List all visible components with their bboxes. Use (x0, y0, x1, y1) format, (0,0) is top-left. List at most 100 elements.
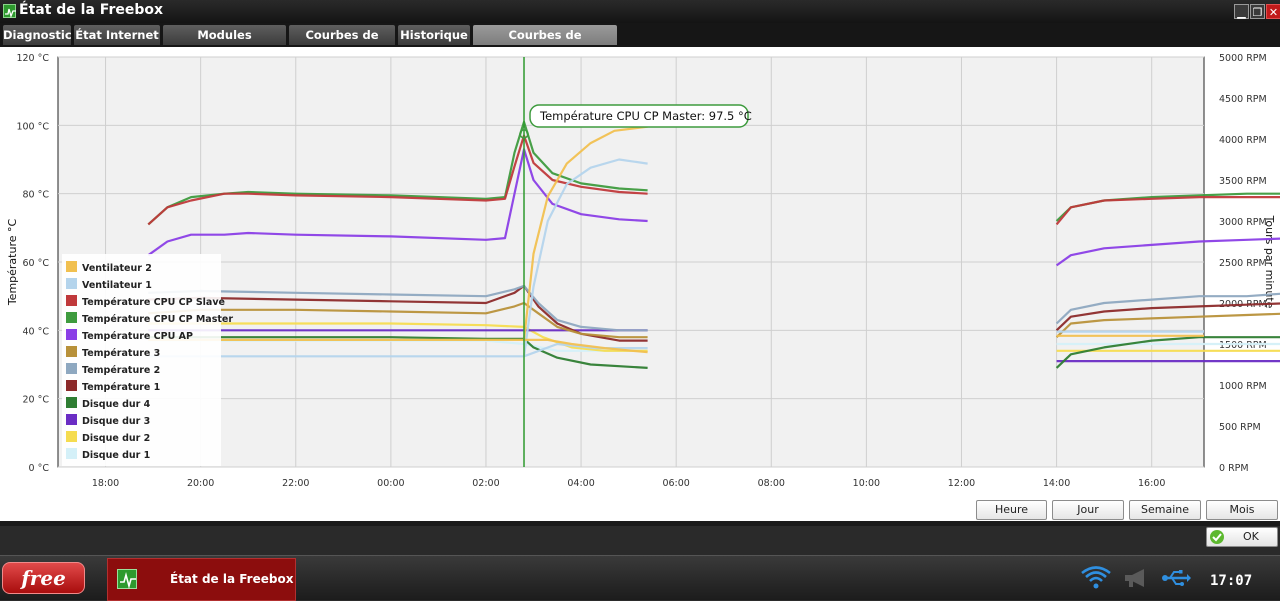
x-tick-label: 16:00 (1138, 478, 1165, 489)
y2-tick-label: 2500 RPM (1219, 258, 1267, 269)
tab-courbes-temperature[interactable]: Courbes de température (473, 25, 617, 62)
y2-tick-label: 4500 RPM (1219, 94, 1267, 105)
legend-swatch (66, 312, 77, 323)
legend-label: Disque dur 2 (82, 433, 150, 444)
x-tick-label: 02:00 (472, 478, 499, 489)
series-line (148, 158, 648, 358)
series-line (1055, 292, 1280, 325)
legend-label: Disque dur 4 (82, 399, 151, 410)
range-jour-button[interactable]: Jour (1052, 500, 1124, 520)
y-tick-label: 60 °C (23, 258, 50, 269)
tab-diagnostic[interactable]: Diagnostic (3, 25, 72, 45)
separator (0, 521, 1280, 526)
series-line (1055, 336, 1280, 369)
window-title: État de la Freebox (19, 2, 164, 18)
series-line (147, 148, 648, 257)
legend-label: Disque dur 1 (82, 450, 150, 461)
tooltip-text: Température CPU CP Master: 97.5 °C (539, 109, 752, 123)
y2-tick-label: 3000 RPM (1219, 217, 1267, 228)
x-tick-label: 08:00 (758, 478, 785, 489)
series-line (1055, 312, 1280, 338)
button-bar (0, 526, 1280, 555)
legend-label: Température CPU CP Slave (82, 297, 225, 308)
tab-etat-internet[interactable]: État Internet (74, 25, 160, 45)
y-axis-title: Température °C (6, 219, 19, 307)
title-bar[interactable]: État de la Freebox ▁ ❐ ✕ (0, 0, 1280, 23)
series-line (147, 120, 648, 226)
tab-modules-extension[interactable]: Modules d'extension (163, 25, 286, 62)
taskbar-item-label: État de la Freebox (170, 572, 294, 586)
freebox-window: État de la Freebox ▁ ❐ ✕ Diagnostic État… (0, 0, 1280, 555)
legend-label: Ventilateur 1 (82, 280, 152, 291)
tab-bar: Diagnostic État Internet Modules d'exten… (0, 23, 1280, 62)
y-tick-label: 0 °C (29, 463, 50, 474)
y2-tick-label: 0 RPM (1219, 463, 1249, 474)
ok-button[interactable]: OK (1206, 527, 1278, 547)
y-tick-label: 120 °C (16, 53, 49, 64)
series-line (148, 301, 648, 339)
y2-tick-label: 1000 RPM (1219, 381, 1267, 392)
series-line (148, 125, 648, 341)
x-tick-label: 04:00 (567, 478, 594, 489)
series-line (1055, 302, 1280, 332)
y2-tick-label: 4000 RPM (1219, 135, 1267, 146)
legend-swatch (66, 448, 77, 459)
taskbar-item-etat-freebox[interactable]: État de la Freebox (107, 558, 296, 601)
legend-swatch (66, 414, 77, 425)
tab-historique[interactable]: Historique (398, 25, 470, 45)
legend-swatch (66, 278, 77, 289)
y2-tick-label: 500 RPM (1219, 422, 1261, 433)
legend-swatch (66, 397, 77, 408)
legend-swatch (66, 380, 77, 391)
minimize-button[interactable]: ▁ (1234, 4, 1249, 19)
y-tick-label: 80 °C (23, 190, 50, 201)
range-semaine-button[interactable]: Semaine (1129, 500, 1201, 520)
wifi-icon[interactable] (1081, 566, 1111, 590)
ok-label: OK (1243, 530, 1259, 543)
legend-label: Température 2 (82, 365, 160, 376)
legend-label: Disque dur 3 (82, 416, 150, 427)
x-tick-label: 20:00 (187, 478, 214, 489)
clock: 17:07 (1210, 573, 1253, 589)
free-logo-button[interactable]: free (2, 562, 85, 594)
legend-label: Température CPU CP Master (82, 314, 233, 325)
legend-label: Température 1 (82, 382, 160, 393)
usb-icon[interactable] (1161, 566, 1191, 590)
y-tick-label: 100 °C (16, 121, 49, 132)
legend-swatch (66, 329, 77, 340)
legend-swatch (66, 346, 77, 357)
series-line (523, 342, 648, 358)
y2-tick-label: 3500 RPM (1219, 176, 1267, 187)
maximize-button[interactable]: ❐ (1250, 4, 1265, 19)
legend-label: Température CPU AP (82, 331, 193, 342)
close-button[interactable]: ✕ (1266, 4, 1280, 19)
series-line (1055, 196, 1280, 226)
legend-label: Température 3 (82, 348, 160, 359)
y2-tick-label: 5000 RPM (1219, 53, 1267, 64)
legend-swatch (66, 363, 77, 374)
y2-tick-label: 1500 RPM (1219, 340, 1267, 351)
y-tick-label: 20 °C (23, 395, 50, 406)
range-heure-button[interactable]: Heure (976, 500, 1047, 520)
x-tick-label: 18:00 (92, 478, 119, 489)
cursor-marker (519, 129, 529, 139)
y-tick-label: 40 °C (23, 326, 50, 337)
x-tick-label: 10:00 (853, 478, 880, 489)
taskbar: free État de la Freebox 17:07 (0, 555, 1280, 601)
megaphone-icon[interactable] (1122, 566, 1150, 590)
range-mois-button[interactable]: Mois (1206, 500, 1278, 520)
series-line (148, 284, 648, 332)
x-tick-label: 14:00 (1043, 478, 1070, 489)
x-tick-label: 22:00 (282, 478, 309, 489)
check-icon (1210, 530, 1224, 544)
series-line (524, 338, 648, 354)
tab-courbes-debit[interactable]: Courbes de Débit (289, 25, 395, 62)
legend-box (62, 254, 221, 466)
tooltip-box (529, 104, 749, 128)
freebox-app-icon (3, 4, 16, 19)
chart-panel: 0 °C 20 °C 40 °C 60 °C 80 °C 100 °C 120 °C 0 RP… (0, 47, 1280, 521)
x-tick-label: 12:00 (948, 478, 975, 489)
legend-label: Ventilateur 2 (82, 263, 152, 274)
legend-swatch (66, 261, 77, 272)
legend-swatch (66, 295, 77, 306)
